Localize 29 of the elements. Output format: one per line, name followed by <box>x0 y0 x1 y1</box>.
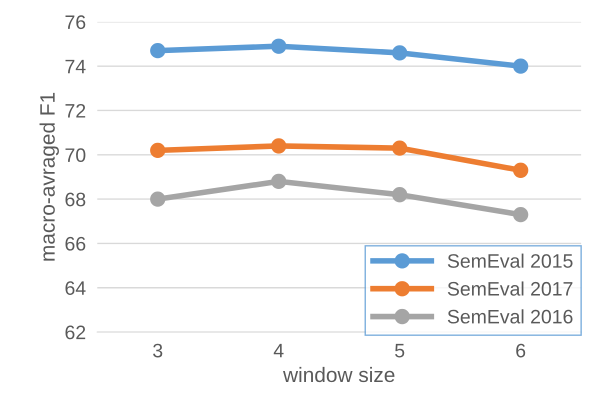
legend-label: SemEval 2017 <box>448 281 572 296</box>
x-tick-label: 3 <box>153 344 162 358</box>
y-tick-label: 66 <box>66 236 86 251</box>
x-tick-label: 5 <box>395 344 404 358</box>
point <box>271 174 286 190</box>
y-tick-label: 70 <box>66 148 86 162</box>
point <box>150 43 166 58</box>
point <box>392 187 408 202</box>
legend-label: SemEval 2015 <box>448 254 573 268</box>
point <box>513 162 528 178</box>
y-tick-label: 74 <box>66 60 86 74</box>
point <box>392 45 408 60</box>
y-tick-label: 62 <box>66 326 86 340</box>
y-tick-label: 64 <box>66 281 86 295</box>
x-tick-label: 6 <box>516 344 526 358</box>
point <box>392 140 408 156</box>
y-tick-label: 68 <box>66 192 86 206</box>
point <box>513 206 528 222</box>
y-axis-title: macro-avraged F1 <box>40 92 59 261</box>
point <box>271 38 286 54</box>
point <box>150 142 166 158</box>
point <box>271 138 286 154</box>
y-tick-label: 72 <box>66 104 86 118</box>
legend-label: SemEval 2016 <box>448 309 573 324</box>
x-tick-label: 4 <box>274 344 284 358</box>
point <box>150 191 166 207</box>
x-axis-title: window size <box>283 366 394 382</box>
y-tick-label: 76 <box>66 15 86 30</box>
point <box>513 58 528 74</box>
